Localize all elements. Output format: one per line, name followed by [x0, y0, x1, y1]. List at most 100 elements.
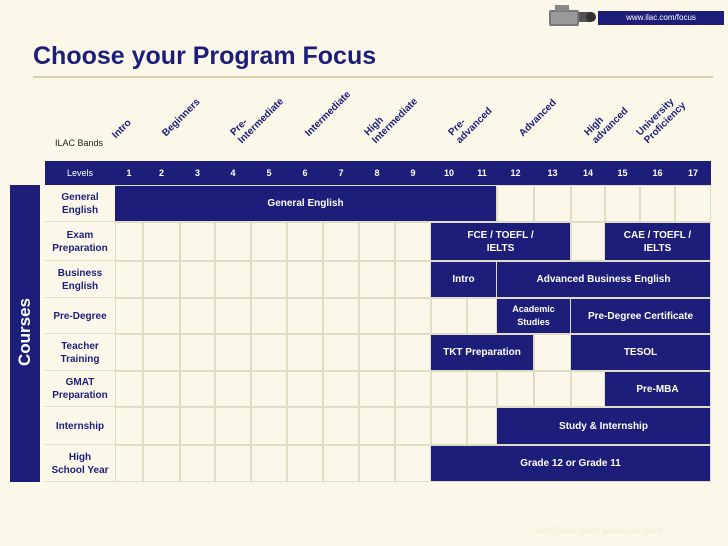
grid-cell — [143, 222, 180, 261]
grid-cell — [115, 445, 143, 482]
courses-label: Courses — [15, 297, 34, 367]
row-label: GMAT Preparation — [52, 377, 108, 401]
grid-cell — [180, 261, 215, 298]
band-high-advanced: High advanced — [582, 105, 631, 146]
grid-cell — [115, 261, 143, 298]
row-label: Business English — [57, 267, 103, 292]
level-10: 10 — [443, 168, 454, 178]
grid-cell — [571, 222, 605, 261]
row-divider — [45, 406, 711, 407]
grid-cell — [323, 298, 359, 334]
grid-cell — [534, 185, 571, 222]
url-badge[interactable]: www.ilac.com/focus — [598, 11, 724, 25]
level-5: 5 — [266, 168, 272, 178]
level-13: 13 — [547, 168, 558, 178]
grid-cell — [215, 445, 251, 482]
band-pre-intermediate: Pre- Intermediate — [228, 96, 287, 146]
grid-cell — [287, 261, 323, 298]
course-bar[interactable]: Advanced Business English — [497, 262, 710, 297]
row-divider — [45, 221, 711, 222]
course-bar[interactable]: Intro — [431, 262, 496, 297]
grid-cell — [395, 298, 431, 334]
grid-cell — [143, 371, 180, 407]
level-3: 3 — [194, 168, 200, 178]
band-intro: Intro — [110, 117, 134, 141]
course-bar[interactable]: TKT Preparation — [431, 335, 533, 370]
grid-cell — [571, 371, 605, 407]
page-title: Choose your Program Focus — [33, 42, 377, 70]
title-divider — [33, 76, 713, 78]
grid-cell — [143, 261, 180, 298]
grid-cell — [251, 445, 287, 482]
course-bar[interactable]: CAE / TOEFL / IELTS — [605, 223, 710, 260]
grid-cell — [215, 371, 251, 407]
grid-cell — [395, 222, 431, 261]
grid-cell — [215, 222, 251, 261]
band-university-proficiency: University Proficiency — [634, 96, 689, 146]
grid-cell — [675, 185, 711, 222]
grid-cell — [180, 334, 215, 371]
level-15: 15 — [617, 168, 628, 178]
course-bar[interactable]: Grade 12 or Grade 11 — [431, 446, 710, 481]
course-bar[interactable]: Study & Internship — [497, 408, 710, 444]
row-divider — [45, 444, 711, 445]
band-high-intermediate: High Intermediate — [362, 96, 421, 146]
grid-cell — [180, 222, 215, 261]
grid-cell — [215, 261, 251, 298]
levels-row: Levels 1 2 3 4 5 6 7 8 9 10 11 12 13 14 15 16 17 — [45, 161, 711, 185]
grid-cell — [251, 298, 287, 334]
level-9: 9 — [410, 168, 416, 178]
bands-label: ILAC Bands — [55, 138, 104, 148]
grid-cell — [180, 445, 215, 482]
grid-cell — [215, 407, 251, 445]
grid-cell — [431, 371, 467, 407]
course-bar[interactable]: Pre-MBA — [605, 372, 710, 406]
grid-cell — [287, 371, 323, 407]
grid-cell — [323, 261, 359, 298]
course-bar[interactable]: Academic Studies — [497, 299, 570, 333]
band-pre-advanced: Pre- advanced — [446, 105, 495, 146]
band-intermediate: Intermediate — [303, 89, 354, 139]
course-bar[interactable]: Pre-Degree Certificate — [571, 299, 710, 333]
level-17: 17 — [687, 168, 698, 178]
footer-contact[interactable]: info@ilac.com www.ilac.com — [536, 526, 663, 537]
course-bar[interactable]: General English — [115, 186, 496, 221]
grid-cell — [251, 222, 287, 261]
grid-cell — [571, 185, 605, 222]
row-label: Exam Preparation — [52, 229, 108, 254]
level-4: 4 — [230, 168, 236, 178]
row-label: Teacher Training — [60, 340, 100, 365]
grid-cell — [497, 371, 534, 407]
grid-cell — [251, 261, 287, 298]
grid-cell — [323, 371, 359, 407]
level-2: 2 — [158, 168, 164, 178]
video-camera-icon — [549, 5, 596, 26]
level-8: 8 — [374, 168, 380, 178]
band-beginners: Beginners — [160, 96, 203, 139]
course-bar[interactable]: FCE / TOEFL / IELTS — [431, 223, 570, 260]
grid-cell — [215, 298, 251, 334]
grid-cell — [395, 334, 431, 371]
grid-cell — [323, 445, 359, 482]
grid-cell — [115, 222, 143, 261]
band-advanced: Advanced — [517, 97, 559, 139]
grid-cell — [359, 222, 395, 261]
grid-cell — [467, 407, 497, 445]
grid-cell — [534, 371, 571, 407]
grid-cell — [467, 371, 497, 407]
course-bar[interactable]: TESOL — [571, 335, 710, 370]
grid-cell — [359, 371, 395, 407]
grid-cell — [640, 185, 675, 222]
grid-cell — [143, 407, 180, 445]
row-label: Pre-Degree — [53, 310, 107, 322]
level-7: 7 — [338, 168, 344, 178]
grid-cell — [143, 298, 180, 334]
grid-cell — [323, 334, 359, 371]
grid-cell — [287, 445, 323, 482]
grid-cell — [180, 371, 215, 407]
grid-cell — [431, 407, 467, 445]
grid-cell — [180, 407, 215, 445]
row-label: General English — [61, 191, 99, 216]
grid-cell — [143, 334, 180, 371]
row-divider — [45, 370, 711, 371]
